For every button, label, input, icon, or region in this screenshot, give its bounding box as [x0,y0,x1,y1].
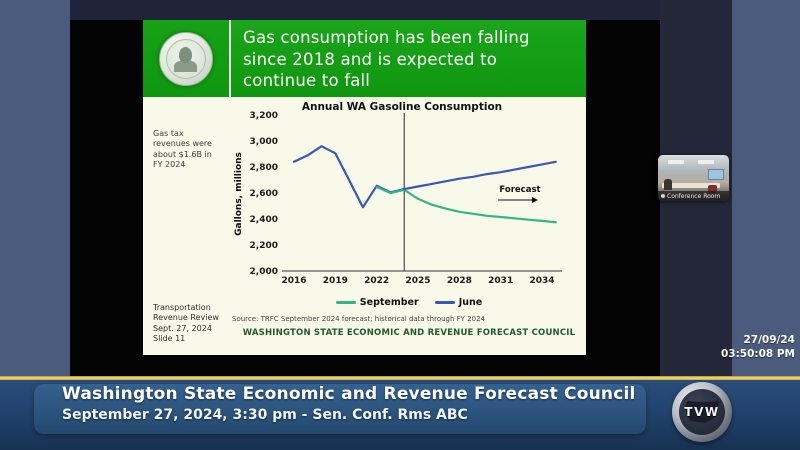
svg-text:2031: 2031 [488,276,513,286]
slide-title: Gas consumption has been falling since 2… [231,20,586,97]
svg-text:2,800: 2,800 [250,163,278,173]
thumbnail-name-bar: Conference Room [658,191,729,201]
room-person [664,179,672,190]
slide-body: Gas tax revenues were about $1.6B in FY … [143,97,586,355]
timestamp: 27/09/24 03:50:08 PM [721,334,795,361]
gas-tax-side-note: Gas tax revenues were about $1.6B in FY … [153,129,212,170]
svg-text:2,200: 2,200 [250,241,278,251]
september-line-swatch [335,301,356,304]
slide-footer-note: Transportation Revenue Review Sept. 27, … [153,303,219,344]
banner-gold-divider [0,376,800,380]
gasoline-consumption-chart: Annual WA Gasoline Consumption Gallons, m… [234,101,562,286]
legend-item-june: June [434,297,482,308]
banner-subtitle: September 27, 2024, 3:30 pm - Sen. Conf.… [62,407,468,423]
banner-pill [34,384,646,434]
svg-text:2,400: 2,400 [250,215,278,225]
chart-legend: September June [232,297,586,308]
svg-text:2028: 2028 [447,276,472,286]
washington-state-seal-icon [159,31,213,86]
tvw-logo-text: TVW [684,405,720,419]
ceiling-light [698,160,714,164]
svg-text:2,000: 2,000 [250,267,278,277]
room-screen [708,169,724,180]
svg-text:3,000: 3,000 [250,137,278,147]
mic-icon [661,194,665,198]
room-table [662,183,720,188]
legend-item-september: September [335,297,419,308]
svg-text:Gallons, millions: Gallons, millions [234,152,244,236]
svg-text:2016: 2016 [281,276,306,286]
participant-video-thumbnail[interactable]: Conference Room [658,155,729,201]
washington-state-silhouette-icon [685,401,719,423]
banner-title: Washington State Economic and Revenue Fo… [62,384,636,404]
svg-text:Annual WA Gasoline Consumption: Annual WA Gasoline Consumption [302,101,502,113]
presentation-slide: Gas consumption has been falling since 2… [143,20,586,355]
timestamp-date: 27/09/24 [743,334,795,346]
timestamp-time: 03:50:08 PM [720,347,795,360]
svg-text:2025: 2025 [405,276,430,286]
thumbnail-label: Conference Room [667,192,721,200]
june-line-swatch [434,301,455,304]
slide-title-line-2: since 2018 and is expected to [243,49,498,69]
chart-source-note: Source: TRFC September 2024 forecast; hi… [232,315,486,323]
svg-text:2022: 2022 [364,276,389,286]
logo-panel [143,20,231,97]
svg-text:2034: 2034 [530,276,555,286]
tvw-logo: TVW [672,382,732,442]
ceiling-light [668,160,684,164]
video-top-strip [70,0,732,20]
svg-text:2,600: 2,600 [250,189,278,199]
svg-text:2019: 2019 [323,276,348,286]
slide-title-line-3: continue to fall [243,71,371,90]
svg-text:Forecast: Forecast [499,185,540,195]
slide-header: Gas consumption has been falling since 2… [143,20,586,97]
room-chair [708,185,717,193]
svg-text:3,200: 3,200 [250,111,278,121]
lower-third-banner: Washington State Economic and Revenue Fo… [0,376,800,450]
slide-title-line-1: Gas consumption has been falling [243,28,530,47]
org-footer: WASHINGTON STATE ECONOMIC AND REVENUE FO… [242,328,576,338]
